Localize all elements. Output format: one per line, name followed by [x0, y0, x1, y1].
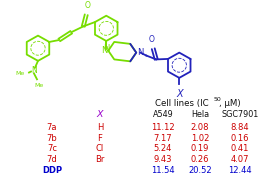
Text: 7b: 7b — [47, 134, 57, 143]
Text: A549: A549 — [153, 110, 173, 119]
Text: Br: Br — [95, 155, 105, 164]
Text: Me: Me — [15, 71, 25, 76]
Text: 11.54: 11.54 — [151, 166, 175, 175]
Text: N: N — [103, 44, 109, 53]
Text: 1.02: 1.02 — [191, 134, 209, 143]
Text: 0.16: 0.16 — [231, 134, 249, 143]
Text: Hela: Hela — [191, 110, 209, 119]
Text: SGC7901: SGC7901 — [221, 110, 259, 119]
Text: 50: 50 — [214, 97, 222, 102]
Text: 9.43: 9.43 — [154, 155, 172, 164]
Text: 12.44: 12.44 — [228, 166, 252, 175]
Text: , μM): , μM) — [219, 99, 241, 108]
Text: N: N — [101, 46, 107, 55]
Text: 7c: 7c — [47, 144, 57, 153]
Text: Me: Me — [34, 83, 44, 88]
Text: 7a: 7a — [47, 123, 57, 132]
Text: F: F — [98, 134, 102, 143]
Text: N: N — [31, 66, 37, 75]
Text: 7d: 7d — [47, 155, 57, 164]
Text: O: O — [148, 35, 154, 44]
Text: 0.26: 0.26 — [191, 155, 209, 164]
Text: Cell lines (IC: Cell lines (IC — [155, 99, 209, 108]
Text: 8.84: 8.84 — [231, 123, 249, 132]
Text: 2.08: 2.08 — [191, 123, 209, 132]
Text: 20.52: 20.52 — [188, 166, 212, 175]
Text: O: O — [84, 1, 90, 10]
Text: 7.17: 7.17 — [154, 134, 172, 143]
Text: 5.24: 5.24 — [154, 144, 172, 153]
Text: X: X — [176, 88, 182, 98]
Text: Cl: Cl — [96, 144, 104, 153]
Text: 4.07: 4.07 — [231, 155, 249, 164]
Text: 0.41: 0.41 — [231, 144, 249, 153]
Text: H: H — [97, 123, 103, 132]
Text: X: X — [97, 110, 103, 119]
Text: 0.19: 0.19 — [191, 144, 209, 153]
Text: 11.12: 11.12 — [151, 123, 175, 132]
Text: DDP: DDP — [42, 166, 62, 175]
Text: N: N — [137, 48, 144, 57]
